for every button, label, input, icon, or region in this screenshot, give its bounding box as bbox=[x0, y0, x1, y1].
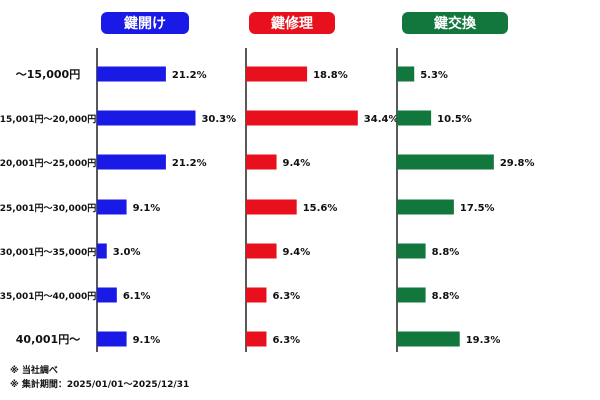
category-label: ～15,000円 bbox=[16, 68, 80, 81]
data-label: 6.3% bbox=[272, 335, 300, 346]
category-label: 40,001円～ bbox=[16, 333, 80, 346]
note-source: ※ 当社調べ bbox=[10, 366, 58, 376]
bar bbox=[397, 66, 415, 82]
bar bbox=[246, 199, 297, 215]
bar bbox=[397, 110, 432, 126]
bar bbox=[97, 110, 196, 126]
series-header-label: 鍵修理 bbox=[271, 15, 313, 32]
series-header bbox=[249, 12, 335, 34]
data-label: 8.8% bbox=[432, 247, 460, 258]
bar bbox=[246, 110, 358, 126]
note-period: ※ 集計期間：2025/01/01～2025/12/31 bbox=[10, 380, 190, 390]
data-label: 15.6% bbox=[303, 203, 338, 214]
category-label: 35,001円～40,000円 bbox=[0, 291, 96, 302]
bar bbox=[397, 243, 426, 259]
data-label: 9.1% bbox=[133, 203, 161, 214]
series-header bbox=[402, 12, 508, 34]
data-label: 34.4% bbox=[364, 114, 399, 125]
series-header bbox=[101, 12, 189, 34]
category-label: 15,001円～20,000円 bbox=[0, 114, 96, 125]
data-label: 10.5% bbox=[437, 114, 472, 125]
data-label: 9.4% bbox=[283, 247, 311, 258]
data-label: 30.3% bbox=[201, 114, 236, 125]
data-label: 21.2% bbox=[172, 70, 207, 81]
series-header-label: 鍵開け bbox=[124, 15, 166, 32]
category-label: 20,001円～25,000円 bbox=[0, 158, 96, 169]
data-label: 29.8% bbox=[500, 158, 535, 169]
bar bbox=[97, 331, 127, 347]
category-label: 25,001円～30,000円 bbox=[0, 203, 96, 214]
data-label: 3.0% bbox=[113, 247, 141, 258]
data-label: 8.8% bbox=[432, 291, 460, 302]
bar bbox=[246, 331, 267, 347]
bar bbox=[97, 243, 107, 259]
data-label: 5.3% bbox=[420, 70, 448, 81]
series-header-label: 鍵交換 bbox=[434, 15, 477, 32]
bar bbox=[246, 243, 277, 259]
data-label: 17.5% bbox=[460, 203, 495, 214]
data-label: 6.1% bbox=[123, 291, 151, 302]
bar bbox=[397, 331, 460, 347]
bar bbox=[97, 199, 127, 215]
data-label: 18.8% bbox=[313, 70, 348, 81]
category-label: 30,001円～35,000円 bbox=[0, 247, 96, 258]
data-label: 9.1% bbox=[133, 335, 161, 346]
bar bbox=[97, 154, 166, 170]
bar bbox=[397, 199, 454, 215]
bar bbox=[246, 66, 308, 82]
data-label: 21.2% bbox=[172, 158, 207, 169]
bar bbox=[97, 287, 117, 303]
bar bbox=[246, 154, 277, 170]
bar bbox=[397, 287, 426, 303]
data-label: 9.4% bbox=[283, 158, 311, 169]
bar bbox=[97, 66, 166, 82]
data-label: 6.3% bbox=[272, 291, 300, 302]
data-label: 19.3% bbox=[466, 335, 501, 346]
bar bbox=[397, 154, 494, 170]
bar bbox=[246, 287, 267, 303]
